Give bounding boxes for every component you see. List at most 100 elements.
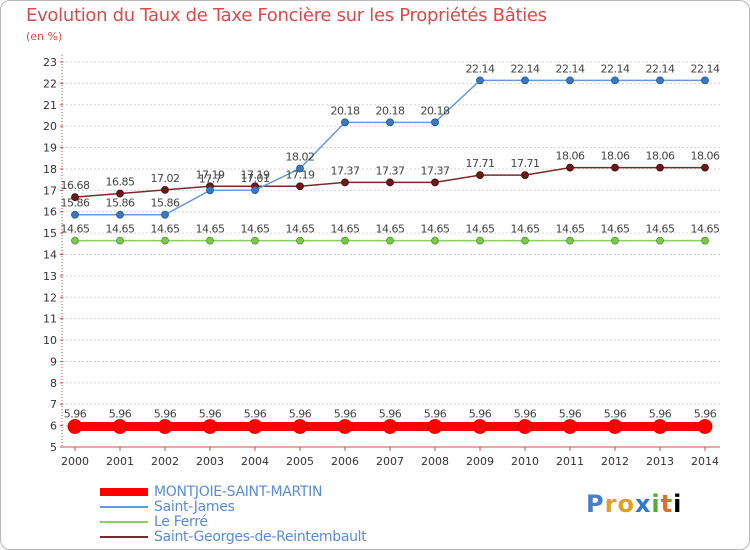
data-label-saint-georges-2000: 16.68 [61, 179, 90, 192]
data-label-le-ferre-2006: 14.65 [331, 223, 360, 236]
y-tick-label-7: 7 [50, 398, 57, 411]
x-tick-label-2011: 2011 [556, 455, 584, 468]
data-label-saint-georges-2011: 18.06 [556, 150, 585, 163]
data-label-le-ferre-2011: 14.65 [556, 223, 585, 236]
x-tick-label-2006: 2006 [331, 455, 359, 468]
data-label-le-ferre-2009: 14.65 [466, 223, 495, 236]
data-label-montjoie-2013: 5.96 [649, 407, 672, 420]
data-label-saint-james-2014: 22.14 [691, 62, 720, 75]
data-point-le-ferre-2008 [431, 236, 439, 245]
y-tick-label-14: 14 [43, 249, 57, 262]
data-label-montjoie-2005: 5.96 [289, 407, 312, 420]
data-label-le-ferre-2012: 14.65 [601, 223, 630, 236]
data-label-montjoie-2009: 5.96 [469, 407, 492, 420]
data-point-saint-james-2013 [656, 76, 664, 85]
legend-label-saint-georges: Saint-Georges-de-Reintembault [154, 529, 367, 545]
data-label-montjoie-2008: 5.96 [424, 407, 447, 420]
data-label-saint-james-2001: 15.86 [106, 197, 135, 210]
data-label-montjoie-2012: 5.96 [604, 407, 627, 420]
data-point-montjoie-2005 [292, 419, 308, 434]
legend-swatch-saint-james [100, 506, 148, 508]
data-point-montjoie-2000 [67, 419, 83, 434]
data-label-saint-james-2012: 22.14 [601, 62, 630, 75]
legend-item-le-ferre: Le Ferré [100, 515, 366, 530]
data-label-saint-james-2008: 20.18 [421, 104, 450, 117]
data-point-saint-georges-2008 [431, 178, 439, 187]
data-label-le-ferre-2005: 14.65 [286, 223, 315, 236]
data-label-saint-james-2000: 15.86 [61, 197, 90, 210]
data-label-montjoie-2004: 5.96 [244, 407, 267, 420]
data-point-montjoie-2007 [382, 419, 398, 434]
legend-swatch-saint-georges [100, 536, 148, 538]
data-point-saint-georges-2009 [476, 171, 484, 180]
y-tick-label-11: 11 [43, 313, 57, 326]
y-tick-label-6: 6 [50, 420, 57, 433]
data-point-le-ferre-2001 [116, 236, 124, 245]
data-point-le-ferre-2007 [386, 236, 394, 245]
data-point-saint-james-2001 [116, 210, 124, 219]
data-label-saint-james-2005: 18.02 [286, 151, 315, 164]
data-point-le-ferre-2011 [566, 236, 574, 245]
data-point-saint-georges-2011 [566, 163, 574, 172]
data-point-saint-james-2009 [476, 76, 484, 85]
y-tick-label-13: 13 [43, 270, 57, 283]
data-label-saint-james-2009: 22.14 [466, 62, 495, 75]
data-label-montjoie-2006: 5.96 [334, 407, 357, 420]
data-label-saint-georges-2001: 16.85 [106, 176, 135, 189]
data-label-montjoie-2010: 5.96 [514, 407, 537, 420]
data-label-le-ferre-2013: 14.65 [646, 223, 675, 236]
data-label-montjoie-2003: 5.96 [199, 407, 222, 420]
data-label-saint-georges-2014: 18.06 [691, 150, 720, 163]
data-point-saint-georges-2001 [116, 189, 124, 198]
data-point-le-ferre-2004 [251, 236, 259, 245]
data-point-le-ferre-2000 [71, 236, 79, 245]
x-tick-label-2008: 2008 [421, 455, 449, 468]
data-point-saint-james-2000 [71, 210, 79, 219]
chart-subtitle: (en %) [26, 30, 63, 43]
data-point-le-ferre-2013 [656, 236, 664, 245]
data-label-le-ferre-2014: 14.65 [691, 223, 720, 236]
x-tick-label-2001: 2001 [106, 455, 134, 468]
data-point-saint-james-2002 [161, 210, 169, 219]
data-label-saint-georges-2004: 17.19 [241, 168, 270, 181]
data-label-montjoie-2007: 5.96 [379, 407, 402, 420]
data-label-saint-georges-2002: 17.02 [151, 172, 180, 185]
data-point-saint-james-2005 [296, 164, 304, 173]
data-point-saint-james-2010 [521, 76, 529, 85]
data-label-saint-james-2003: 17.7 [199, 172, 222, 185]
legend-swatch-le-ferre [100, 521, 148, 523]
data-label-saint-georges-2007: 17.37 [376, 164, 405, 177]
y-tick-label-9: 9 [50, 355, 57, 368]
x-tick-label-2003: 2003 [196, 455, 224, 468]
data-point-le-ferre-2012 [611, 236, 619, 245]
data-point-saint-georges-2000 [71, 193, 79, 202]
x-tick-label-2004: 2004 [241, 455, 269, 468]
data-point-le-ferre-2010 [521, 236, 529, 245]
y-tick-label-17: 17 [43, 184, 57, 197]
chart-legend: MONTJOIE-SAINT-MARTIN Saint-James Le Fer… [100, 484, 367, 545]
data-point-montjoie-2008 [427, 419, 443, 434]
data-label-montjoie-2014: 5.96 [694, 407, 717, 420]
legend-label-montjoie: MONTJOIE-SAINT-MARTIN [154, 484, 323, 500]
data-label-saint-georges-2008: 17.37 [421, 164, 450, 177]
data-label-saint-georges-2006: 17.37 [331, 164, 360, 177]
data-label-saint-georges-2003: 17.19 [196, 168, 225, 181]
x-tick-label-2007: 2007 [376, 455, 404, 468]
y-tick-label-12: 12 [43, 291, 57, 304]
data-label-saint-james-2006: 20.18 [331, 104, 360, 117]
data-label-le-ferre-2007: 14.65 [376, 223, 405, 236]
data-point-saint-georges-2002 [161, 186, 169, 194]
y-tick-label-10: 10 [43, 334, 57, 347]
data-point-saint-georges-2006 [341, 178, 349, 187]
data-point-montjoie-2006 [337, 419, 353, 434]
data-label-montjoie-2001: 5.96 [109, 407, 132, 420]
data-point-saint-james-2007 [386, 118, 394, 127]
y-tick-label-5: 5 [50, 441, 57, 454]
y-tick-label-19: 19 [43, 142, 57, 155]
data-label-saint-james-2007: 20.18 [376, 104, 405, 117]
legend-label-le-ferre: Le Ferré [154, 514, 208, 530]
data-point-montjoie-2009 [472, 419, 488, 434]
data-point-saint-james-2008 [431, 118, 439, 127]
data-label-le-ferre-2004: 14.65 [241, 223, 270, 236]
